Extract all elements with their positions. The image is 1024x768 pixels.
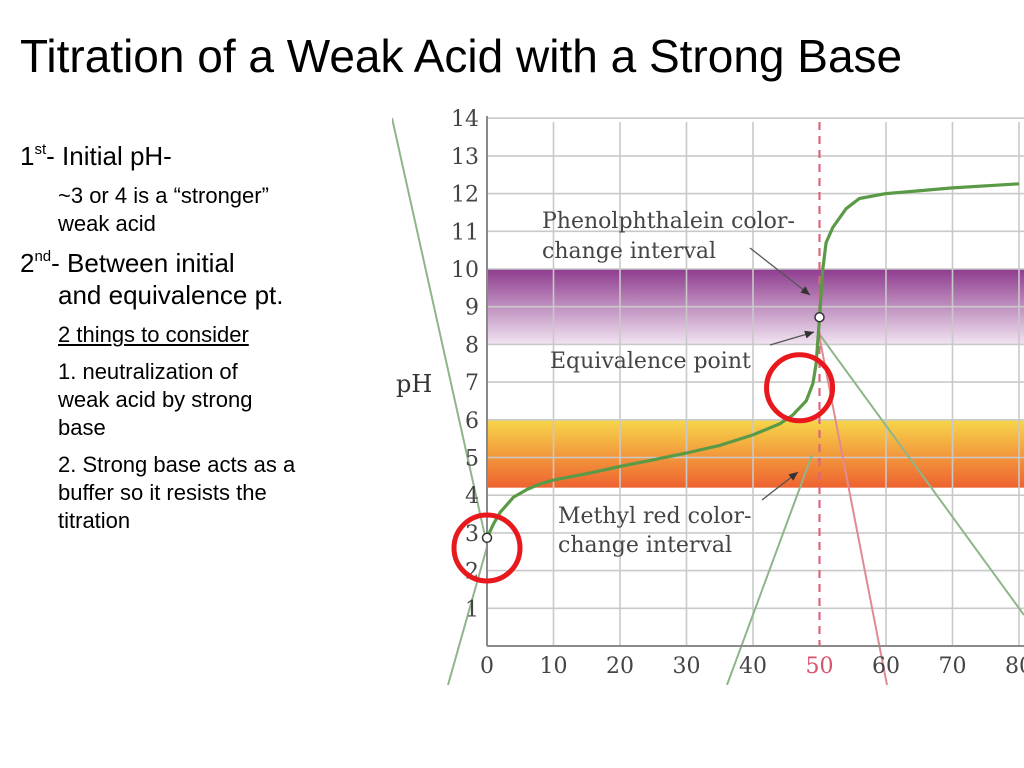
sub-bullet-line: 2. Strong base acts as a	[58, 452, 296, 477]
construction-line-left	[392, 117, 488, 546]
data-point-marker-1	[814, 312, 825, 323]
sub-bullet-line: weak acid by strong	[58, 387, 253, 412]
y-tick-label: 11	[451, 220, 479, 245]
ordinal-suffix: st	[34, 141, 47, 158]
bullet-initial-ph: 1st- Initial pH-	[20, 140, 392, 172]
annotation-label-line1: Equivalence point	[550, 349, 751, 374]
sub-bullet-line: titration	[58, 508, 131, 533]
x-tick-label: 60	[872, 654, 900, 679]
sub-bullet-line: 1. neutralization of	[58, 359, 238, 384]
titration-chart: 123456789101112131401020304050607080pH P…	[392, 100, 1024, 685]
y-tick-label: 4	[465, 484, 479, 509]
bullet-number: 1	[20, 141, 35, 171]
annotation-label-line1: Phenolphthalein color-	[542, 209, 795, 234]
bullet-panel: 1st- Initial pH- ~3 or 4 is a “stronger”…	[20, 140, 392, 544]
sub-bullet-stronger-weak-acid: ~3 or 4 is a “stronger” weak acid	[20, 182, 392, 238]
bullet-text: - Between initial	[51, 248, 235, 278]
annotation-label-line2: change interval	[558, 533, 732, 558]
bullet-number: 2	[20, 248, 35, 278]
sub-bullet-line: ~3 or 4 is a “stronger”	[58, 183, 269, 208]
y-tick-label: 14	[451, 107, 479, 132]
construction-line-right	[819, 334, 1024, 616]
sub-bullet-neutralization: 1. neutralization of weak acid by strong…	[20, 358, 392, 442]
phenolphthalein-arrow	[749, 247, 811, 296]
sub-bullet-line: buffer so it resists the	[58, 480, 267, 505]
sub-bullet-buffer: 2. Strong base acts as a buffer so it re…	[20, 451, 392, 535]
bullet-text-continued: and equivalence pt.	[58, 280, 284, 310]
y-tick-label: 7	[465, 371, 479, 396]
bullet-between-points: 2nd- Between initial and equivalence pt.	[20, 247, 392, 311]
y-tick-label: 13	[451, 145, 479, 170]
annotation-label-line1: Methyl red color-	[558, 504, 751, 529]
sub-bullet-heading: 2 things to consider	[20, 321, 392, 349]
construction-line-initial	[447, 546, 488, 685]
x-tick-label: 50	[806, 654, 834, 679]
titration-curve	[485, 182, 1020, 539]
bullet-text: - Initial pH-	[46, 141, 172, 171]
y-tick-label: 8	[465, 333, 479, 358]
slide-title: Titration of a Weak Acid with a Strong B…	[20, 30, 903, 82]
underlined-heading: 2 things to consider	[58, 322, 249, 347]
plot-area	[487, 122, 1024, 646]
ordinal-suffix: nd	[34, 248, 52, 265]
annotation-label-line2: change interval	[542, 239, 716, 264]
y-tick-label: 5	[465, 447, 479, 472]
y-tick-label: 6	[465, 409, 479, 434]
equivalence-arrow-head	[804, 330, 814, 339]
data-point-marker-0	[481, 532, 493, 544]
y-axis-label: pH	[396, 370, 432, 398]
y-tick-label: 3	[465, 522, 479, 547]
x-tick-label: 10	[540, 654, 568, 679]
x-tick-label: 30	[673, 654, 701, 679]
y-tick-label: 10	[451, 258, 479, 283]
x-tick-label: 0	[480, 654, 494, 679]
titration-curve-svg: 123456789101112131401020304050607080pH P…	[392, 107, 1024, 685]
x-tick-label: 20	[606, 654, 634, 679]
x-tick-label: 80	[1005, 654, 1024, 679]
y-tick-label: 1	[465, 597, 479, 622]
y-tick-label: 9	[465, 296, 479, 321]
x-tick-label: 70	[939, 654, 967, 679]
sub-bullet-line: base	[58, 415, 106, 440]
sub-bullet-line: weak acid	[58, 211, 156, 236]
highlight-circle-1	[764, 352, 836, 424]
methyl-red-arrow-head	[788, 472, 798, 481]
x-tick-label: 40	[739, 654, 767, 679]
highlight-circle-0	[451, 512, 523, 584]
phenolphthalein-arrow-head	[800, 286, 810, 295]
y-tick-label: 12	[451, 183, 479, 208]
